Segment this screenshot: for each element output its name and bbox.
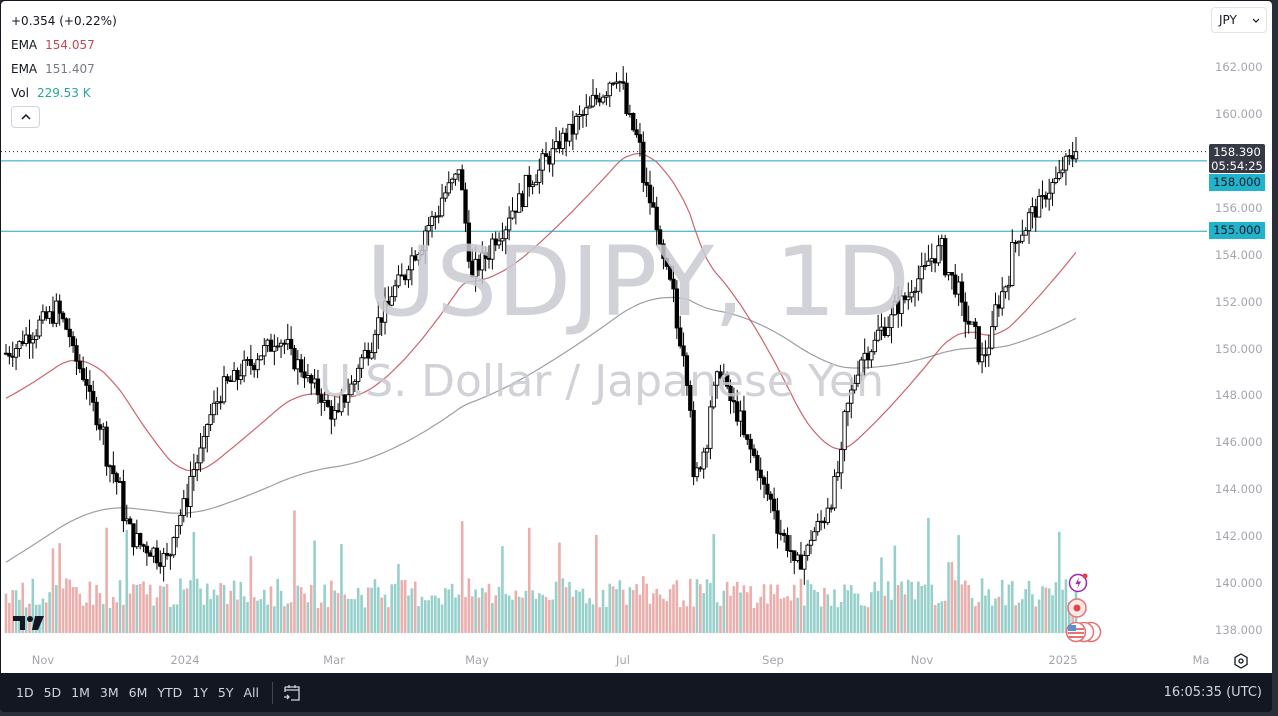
price-axis-label: 148.000	[1215, 388, 1263, 403]
toolbar-divider	[272, 682, 273, 704]
range-1y-button[interactable]: 1Y	[192, 685, 208, 700]
range-1m-button[interactable]: 1M	[71, 685, 90, 700]
range-1d-button[interactable]: 1D	[16, 685, 34, 700]
tradingview-logo-icon[interactable]	[13, 614, 45, 632]
price-axis-label: 156.000	[1215, 200, 1263, 215]
chevron-down-icon	[1252, 18, 1260, 23]
time-axis-label: Mar	[323, 653, 345, 667]
price-plot[interactable]	[1, 1, 1207, 647]
price-change: +0.354 (+0.22%)	[11, 14, 117, 28]
indicator-legend: +0.354 (+0.22%) EMA 154.057 EMA 151.407 Vo…	[11, 9, 117, 105]
range-3m-button[interactable]: 3M	[99, 685, 119, 700]
time-axis-label: Nov	[31, 653, 55, 667]
chart-pane[interactable]: USDJPY, 1D U.S. Dollar / Japanese Yen +0…	[1, 1, 1272, 673]
ema-fast-value: 154.057	[45, 38, 95, 52]
range-all-button[interactable]: All	[243, 685, 260, 700]
price-axis-label: 160.000	[1215, 106, 1263, 121]
time-axis-label: Jul	[616, 653, 630, 667]
level-tag-155[interactable]: 155.000	[1209, 222, 1265, 239]
time-axis-label: 2025	[1048, 653, 1078, 667]
range-6m-button[interactable]: 6M	[128, 685, 148, 700]
utc-clock[interactable]: 16:05:35 (UTC)	[1163, 685, 1262, 700]
currency-select[interactable]: JPY	[1211, 7, 1267, 33]
bar-countdown: 05:54:25	[1211, 159, 1263, 173]
price-axis-label: 138.000	[1215, 623, 1263, 637]
price-axis-label: 152.000	[1215, 294, 1263, 309]
level-tag-158[interactable]: 158.000	[1209, 174, 1265, 191]
price-axis-label: 154.000	[1215, 247, 1263, 262]
ema-slow-value: 151.407	[45, 62, 95, 76]
time-axis-label: Nov	[910, 653, 934, 667]
price-axis-label: 150.000	[1215, 341, 1263, 356]
economic-event-icon[interactable]	[1066, 597, 1088, 619]
go-to-date-calendar-icon[interactable]	[282, 683, 302, 703]
us-flag-events-icon[interactable]	[1064, 620, 1104, 644]
price-axis-label: 140.000	[1215, 576, 1263, 591]
volume-value: 229.53 K	[36, 86, 91, 100]
time-axis-label: Ma	[1192, 653, 1210, 667]
range-ytd-button[interactable]: YTD	[157, 685, 183, 700]
price-axis-label: 146.000	[1215, 435, 1263, 450]
time-axis-label: May	[465, 653, 489, 667]
chevron-up-icon	[20, 114, 31, 120]
legend-ema-slow[interactable]: EMA 151.407	[11, 57, 117, 81]
bottom-toolbar: 1D 5D 1M 3M 6M YTD 1Y 5Y All 16:05:35 (U…	[0, 674, 1272, 712]
range-5y-button[interactable]: 5Y	[217, 685, 234, 700]
price-axis-label: 142.000	[1215, 529, 1263, 544]
dividends-event-icon[interactable]	[1068, 572, 1090, 594]
range-5d-button[interactable]: 5D	[43, 685, 62, 700]
legend-volume[interactable]: Vol 229.53 K	[11, 81, 117, 105]
time-axis-label: 2024	[170, 653, 200, 667]
chart-settings-gear-icon[interactable]	[1233, 653, 1249, 669]
collapse-legend-button[interactable]	[11, 106, 40, 128]
legend-ema-fast[interactable]: EMA 154.057	[11, 33, 117, 57]
time-axis-label: Sep	[762, 653, 784, 667]
price-axis-label: 144.000	[1215, 482, 1263, 497]
current-price-tag: 158.390 05:54:25	[1209, 144, 1265, 173]
price-axis-label: 162.000	[1215, 60, 1263, 74]
